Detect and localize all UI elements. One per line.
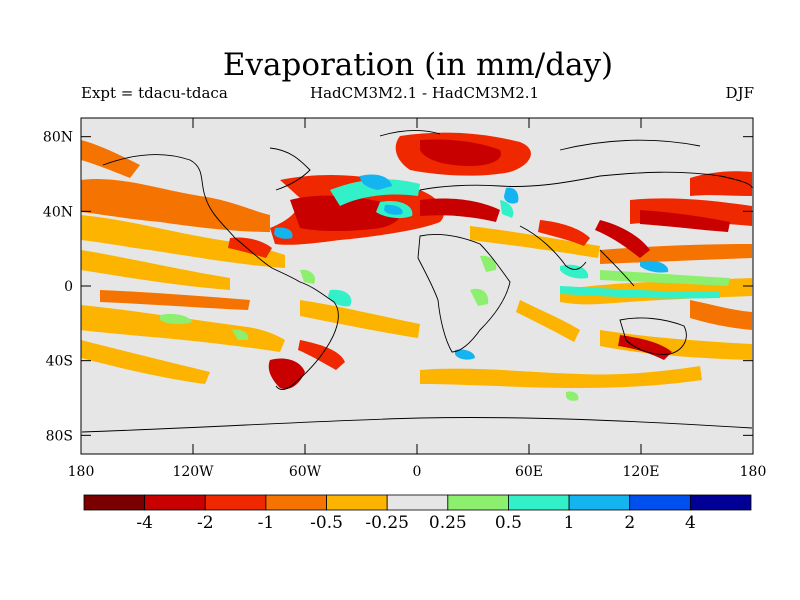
lat-tick-label: 80S	[46, 428, 73, 444]
colorbar: -4 -2 -1 -0.5 -0.25 0.25 0.5 1 2 4	[83, 494, 752, 533]
colorbar-swatch	[265, 494, 327, 511]
lon-tick-label: 120W	[172, 464, 214, 480]
colorbar-label: 0.25	[429, 513, 467, 533]
lat-tick-label: 40S	[46, 354, 73, 370]
colorbar-swatch	[326, 494, 388, 511]
experiment-label: Expt = tdacu-tdaca	[81, 84, 228, 102]
colorbar-label: -2	[197, 513, 214, 533]
colorbar-label: -0.25	[365, 513, 409, 533]
longitude-axis: 180 120W 60W 0 60E 120E 180	[68, 118, 767, 480]
colorbar-label: -1	[258, 513, 275, 533]
colorbar-swatch	[508, 494, 570, 511]
model-label: HadCM3M2.1 - HadCM3M2.1	[310, 84, 540, 102]
colorbar-label: 4	[685, 513, 696, 533]
lon-tick-label: 0	[413, 464, 422, 480]
lon-tick-label: 180	[740, 464, 767, 480]
lon-tick-label: 120E	[623, 464, 660, 480]
positive-anomaly-patches	[160, 174, 730, 401]
colorbar-swatch	[144, 494, 206, 511]
colorbar-label: 0.5	[495, 513, 522, 533]
lat-tick-label: 80N	[43, 130, 73, 146]
lon-tick-label: 60E	[515, 464, 543, 480]
evaporation-field	[81, 118, 753, 454]
lat-tick-label: 40N	[43, 204, 73, 220]
colorbar-swatch	[204, 494, 267, 511]
colorbar-swatch	[447, 494, 509, 511]
colorbar-swatch	[386, 494, 449, 511]
latitude-axis: 80N 40N 0 40S 80S	[43, 130, 753, 444]
season-label: DJF	[725, 84, 754, 102]
map-title: Evaporation (in mm/day)	[222, 47, 614, 83]
colorbar-swatch	[629, 494, 691, 511]
colorbar-swatch	[568, 494, 631, 511]
colorbar-swatch	[83, 494, 146, 511]
colorbar-label: 2	[624, 513, 635, 533]
colorbar-label: -4	[136, 513, 153, 533]
lon-tick-label: 180	[68, 464, 95, 480]
colorbar-label: -0.5	[310, 513, 343, 533]
colorbar-swatch	[689, 494, 752, 511]
colorbar-label: 1	[564, 513, 575, 533]
lat-tick-label: 0	[64, 279, 73, 295]
lon-tick-label: 60W	[289, 464, 322, 480]
coastlines	[81, 129, 753, 433]
